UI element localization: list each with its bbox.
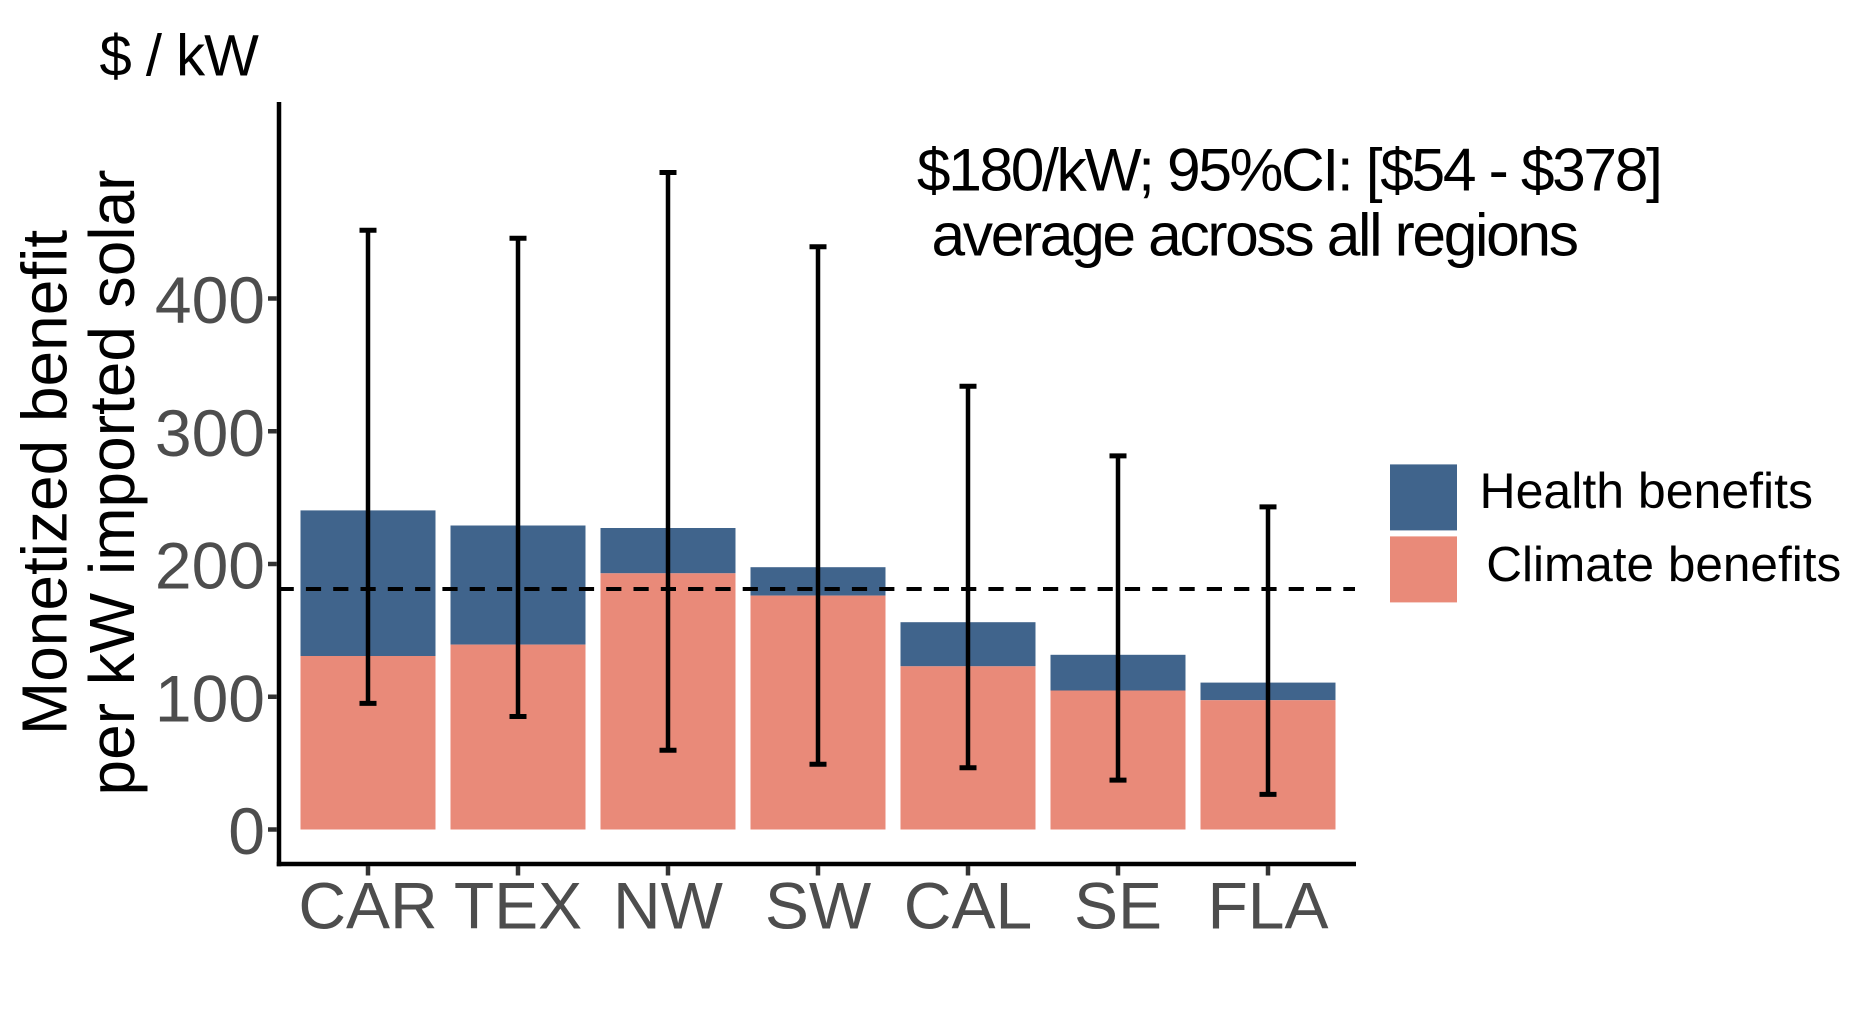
svg-text:SE: SE <box>1074 869 1162 943</box>
svg-text:0: 0 <box>228 794 265 868</box>
svg-text:Monetized benefit: Monetized benefit <box>9 230 81 735</box>
svg-text:300: 300 <box>155 396 265 470</box>
svg-text:400: 400 <box>155 263 265 337</box>
svg-text:Health benefits: Health benefits <box>1480 463 1814 519</box>
svg-text:CAL: CAL <box>904 869 1032 943</box>
svg-text:100: 100 <box>155 661 265 735</box>
svg-text:CAR: CAR <box>298 869 437 943</box>
svg-text:SW: SW <box>765 869 872 943</box>
svg-text:$180/kW; 95%CI: [$54 - $378]: $180/kW; 95%CI: [$54 - $378] <box>917 136 1661 204</box>
svg-text:200: 200 <box>155 529 265 603</box>
svg-text:Climate benefits: Climate benefits <box>1486 537 1841 592</box>
svg-text:FLA: FLA <box>1207 869 1328 943</box>
svg-text:TEX: TEX <box>454 869 582 943</box>
svg-text:NW: NW <box>613 869 724 943</box>
svg-text:per kW imported solar: per kW imported solar <box>76 170 148 796</box>
svg-text:$ / kW: $ / kW <box>100 24 260 89</box>
svg-text:average across all regions: average across all regions <box>932 201 1578 269</box>
